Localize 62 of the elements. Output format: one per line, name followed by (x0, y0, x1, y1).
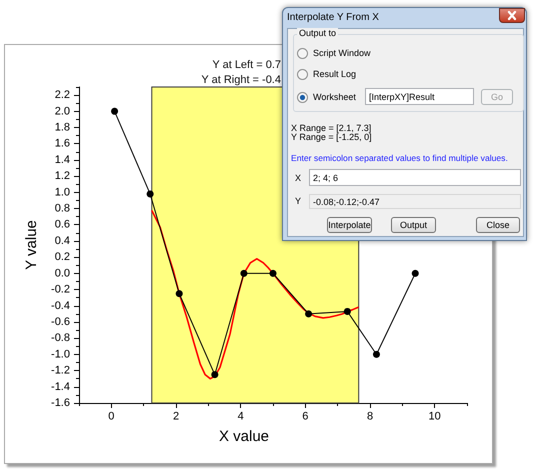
button: Interpolate (327, 217, 372, 233)
annotation: [InterpXY]Result (369, 92, 435, 102)
button: Close (476, 217, 520, 233)
y-tick-label: -0.2 (51, 284, 70, 296)
annotation: 2; 4; 6 (313, 172, 338, 182)
annotation: Output (400, 220, 428, 230)
point (211, 371, 218, 378)
y-tick-label: 0.4 (54, 234, 70, 247)
point (176, 290, 183, 298)
annotation: -0.08;-0.12;-0.47 (313, 196, 380, 206)
point (270, 270, 276, 277)
y-tick-label: -1.2 (51, 364, 70, 377)
y-tick-label: -0.4 (51, 300, 70, 312)
x-tick-label: 0 (108, 410, 114, 422)
text-field: 2; 4; 6 (309, 169, 521, 186)
x-tick-label: 4 (238, 410, 244, 422)
y-tick-label: -1.6 (51, 397, 70, 409)
y-tick-label: 1.2 (54, 170, 70, 182)
y-tick-label: 1.0 (54, 186, 70, 198)
x-tick-label: 10 (428, 410, 441, 422)
y-tick-label: -0.8 (51, 332, 70, 344)
x-tick-label: 6 (302, 410, 308, 422)
y-tick-label: -0.6 (51, 316, 70, 328)
y-tick-label: 1.4 (54, 154, 70, 166)
point (240, 270, 248, 277)
point (111, 108, 118, 115)
x-tick-label: 2 (172, 410, 180, 422)
button: Output (391, 217, 436, 233)
x-tick-label: 8 (366, 410, 374, 422)
text: Output to (297, 28, 338, 39)
text-field: -0.08;-0.12;-0.47 (309, 194, 521, 209)
y-tick-label: -1.0 (51, 348, 70, 360)
y-tick-label: 2.0 (54, 105, 70, 118)
y-tick-label: 0.6 (54, 218, 70, 231)
annotation: Enter semicolon separated values to find multiple values. (291, 153, 508, 163)
annotation: Worksheet (313, 92, 356, 102)
annotation: Y (295, 196, 302, 206)
annotation: Y Range = [-1.25, 0] (291, 132, 372, 142)
point (372, 350, 380, 358)
y-tick-label: 1.8 (54, 122, 70, 134)
y-tick-label: 0.2 (54, 251, 70, 264)
point (344, 308, 351, 315)
annotation: X (295, 173, 302, 183)
point (412, 270, 419, 277)
y-tick-label: 1.6 (54, 138, 70, 150)
y-tick-label: 2.2 (54, 89, 70, 102)
text: Result Log (313, 69, 356, 79)
point (305, 310, 312, 318)
text: Interpolate Y From X (287, 12, 379, 24)
y-tick-label: -1.4 (51, 380, 70, 393)
point (146, 190, 154, 198)
y-tick-label: 0.8 (54, 202, 70, 215)
y-tick-label: 0.0 (54, 267, 70, 280)
y-axis-title: Y value (23, 220, 40, 270)
x-axis-title: X value (218, 428, 270, 445)
annotation: Interpolate (328, 220, 371, 230)
annotation: X Range = [2.1, 7.3] (291, 123, 372, 133)
button: Go (481, 89, 513, 105)
text-field: [InterpXY]Result (365, 88, 474, 105)
text: Y at Left = 0.7 (212, 59, 281, 72)
text: Script Window (313, 48, 371, 58)
text: Y at Right = -0.4 (201, 74, 281, 87)
